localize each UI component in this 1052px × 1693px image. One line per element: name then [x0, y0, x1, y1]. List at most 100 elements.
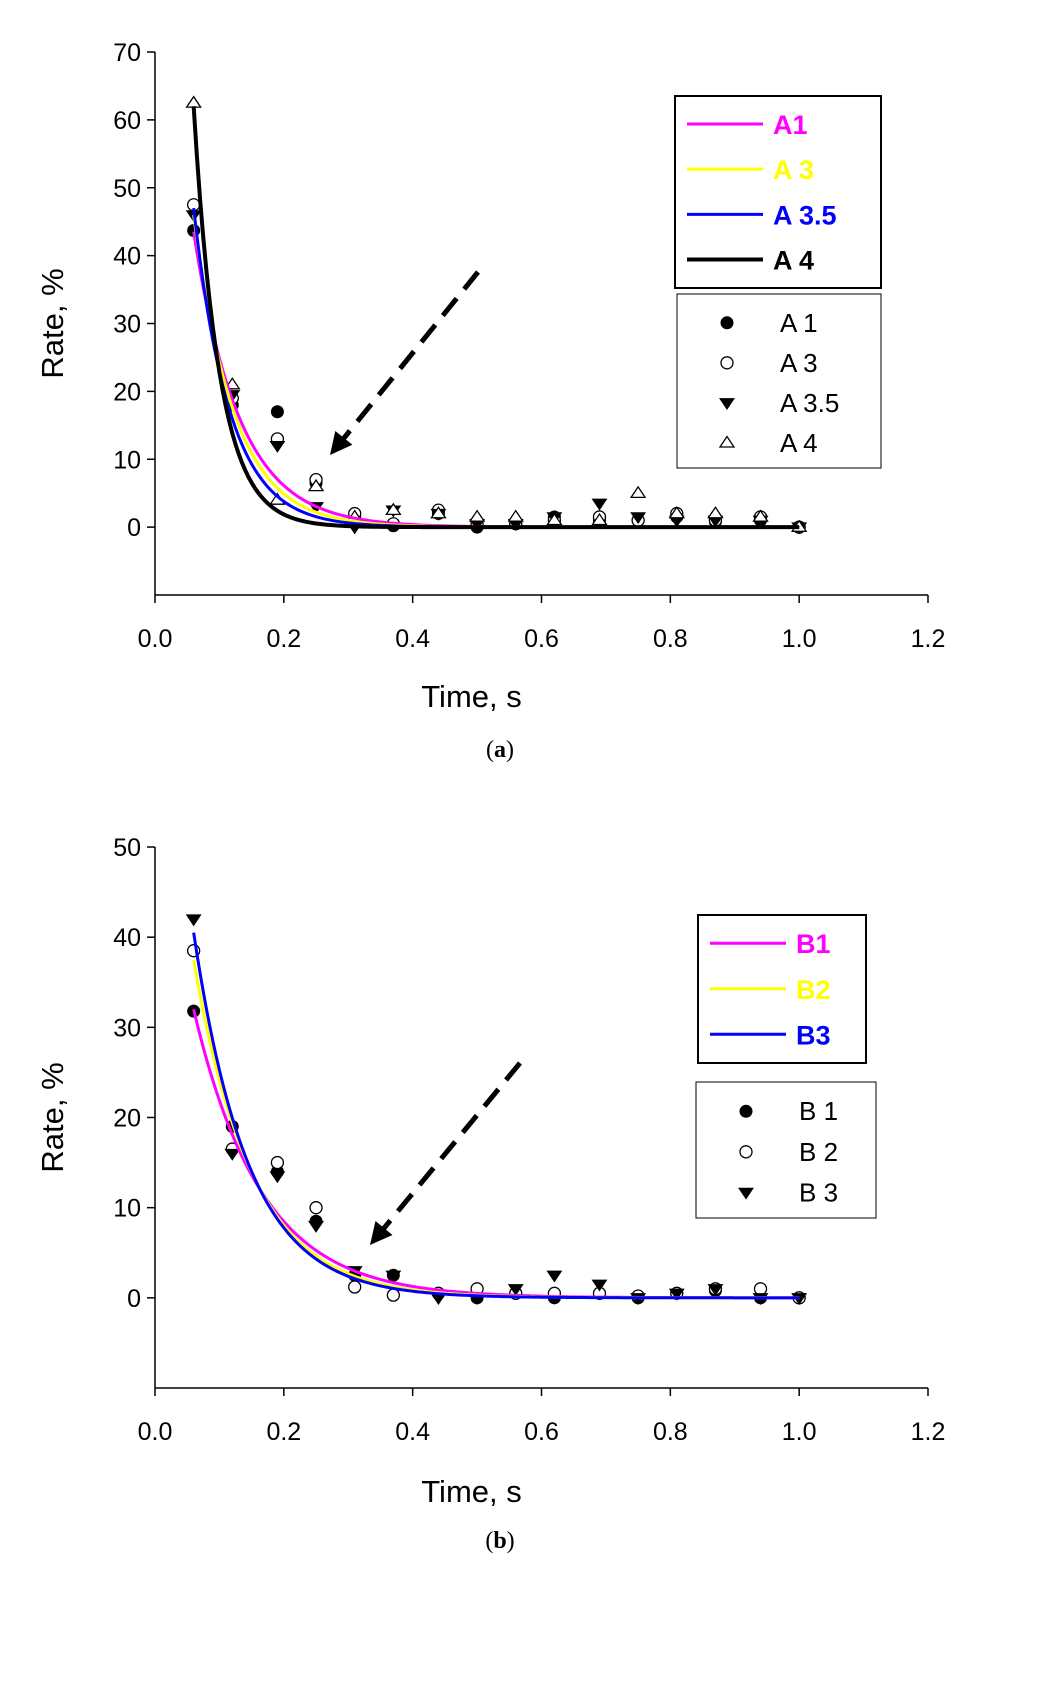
figure-caption: (a)	[486, 737, 514, 763]
data-point	[307, 478, 325, 492]
y-tick-label: 20	[113, 1105, 141, 1133]
chart-panel-b: 0 10 20 30 40 50 0.0 0.2 0.4 0.6 0.8 1.0 1.2 Rate, % T…	[35, 834, 945, 1554]
data-point	[308, 1221, 324, 1233]
point-legend-label: A 3	[780, 348, 818, 378]
caption-letter: b	[493, 1528, 506, 1554]
data-point	[270, 405, 284, 419]
y-axis-title: Rate, %	[35, 1062, 70, 1172]
fit-curve-A-4	[191, 106, 800, 530]
data-point	[507, 509, 524, 522]
fit-legend-label: B3	[796, 1020, 831, 1050]
x-axis-title: Time, s	[421, 1474, 521, 1509]
data-point	[185, 95, 202, 108]
point-legend-label: A 3.5	[780, 388, 839, 418]
point-legend-marker	[739, 1145, 753, 1159]
x-tick-label: 0.6	[524, 1418, 559, 1446]
fit-legend-label: A1	[773, 110, 808, 140]
data-point	[668, 1288, 685, 1301]
y-tick-label: 20	[113, 378, 141, 406]
point-legend-marker	[719, 398, 735, 411]
y-tick-label: 50	[113, 834, 141, 862]
data-point	[546, 512, 563, 526]
x-tick-label: 1.2	[911, 1418, 946, 1446]
y-tick-label: 10	[113, 1195, 141, 1223]
point-legend: B 1 B 2 B 3	[695, 1081, 877, 1219]
point-legend-marker	[738, 1187, 754, 1200]
x-tick-label: 0.2	[266, 1418, 301, 1446]
data-point	[591, 498, 608, 511]
point-legend-label: B 1	[799, 1096, 838, 1126]
x-tick-label: 0.2	[266, 625, 301, 653]
data-point	[385, 1270, 402, 1283]
annotation-arrow-shaft	[378, 1061, 522, 1235]
point-legend-marker	[718, 435, 736, 448]
x-tick-label: 0.8	[653, 625, 688, 653]
y-axis-title: Rate, %	[35, 268, 70, 378]
data-point	[591, 1279, 608, 1292]
annotation-arrow-shaft	[338, 270, 480, 445]
data-point	[270, 1155, 285, 1170]
point-legend-label: B 3	[799, 1177, 838, 1207]
data-point	[386, 1288, 400, 1302]
data-point	[468, 509, 486, 522]
point-legend-label: A 1	[780, 308, 818, 338]
data-point	[707, 1284, 724, 1297]
y-tick-label: 10	[113, 446, 141, 474]
y-tick-label: 0	[127, 514, 141, 542]
data-point	[224, 1148, 241, 1161]
fit-legend-frame	[674, 95, 882, 289]
data-point	[591, 512, 608, 526]
fit-legend-label: B1	[796, 929, 831, 959]
x-tick-label: 0.4	[395, 625, 430, 653]
fit-legend-label: A 3	[773, 155, 814, 185]
point-legend-frame	[676, 293, 882, 469]
x-tick-label: 0.4	[395, 1418, 430, 1446]
y-tick-label: 30	[113, 311, 141, 339]
y-tick-label: 50	[113, 175, 141, 203]
data-point	[185, 914, 202, 927]
x-tick-label: 0.0	[138, 625, 173, 653]
data-point	[752, 509, 769, 522]
data-point	[348, 1280, 362, 1294]
y-tick-label: 70	[113, 39, 141, 67]
point-legend-label: A 4	[780, 428, 818, 458]
point-legend-marker	[720, 316, 734, 330]
data-point	[629, 485, 647, 499]
figure-caption: (b)	[485, 1528, 514, 1554]
x-axis-title: Time, s	[421, 679, 521, 714]
data-point	[668, 506, 685, 519]
caption-close: )	[507, 1528, 515, 1554]
data-point	[507, 1284, 524, 1297]
x-tick-label: 1.2	[911, 625, 946, 653]
point-legend-marker	[739, 1104, 753, 1118]
y-tick-label: 40	[113, 924, 141, 952]
data-point	[707, 506, 724, 519]
fit-legend: B1 B2 B3	[697, 914, 867, 1064]
point-legend-frame	[695, 1081, 877, 1219]
chart-panel-a: 0 10 20 30 40 50 60 70 0.0 0.2 0.4 0.6 0.8 1.0 1.2 Rate…	[35, 39, 945, 763]
caption-letter: a	[494, 737, 506, 763]
data-point	[753, 1282, 768, 1296]
y-tick-label: 0	[127, 1285, 141, 1313]
x-tick-label: 0.0	[138, 1418, 173, 1446]
data-point	[269, 1171, 286, 1184]
caption-close: )	[506, 737, 514, 763]
caption-open: (	[486, 737, 494, 763]
fit-legend: A1 A 3 A 3.5 A 4	[674, 95, 882, 289]
data-point	[269, 440, 286, 453]
point-legend-label: B 2	[799, 1137, 838, 1167]
point-legend-marker	[720, 356, 734, 370]
annotation-arrow-head	[370, 1221, 393, 1245]
x-tick-label: 1.0	[782, 1418, 817, 1446]
fit-curve-B3	[192, 932, 800, 1300]
y-tick-label: 30	[113, 1014, 141, 1042]
x-tick-label: 0.6	[524, 625, 559, 653]
caption-open: (	[485, 1528, 493, 1554]
data-point	[309, 1201, 323, 1215]
x-tick-label: 1.0	[782, 625, 817, 653]
annotation-arrow-head	[330, 430, 353, 455]
x-tick-label: 0.8	[653, 1418, 688, 1446]
data-point	[430, 506, 447, 519]
y-tick-label: 40	[113, 243, 141, 271]
